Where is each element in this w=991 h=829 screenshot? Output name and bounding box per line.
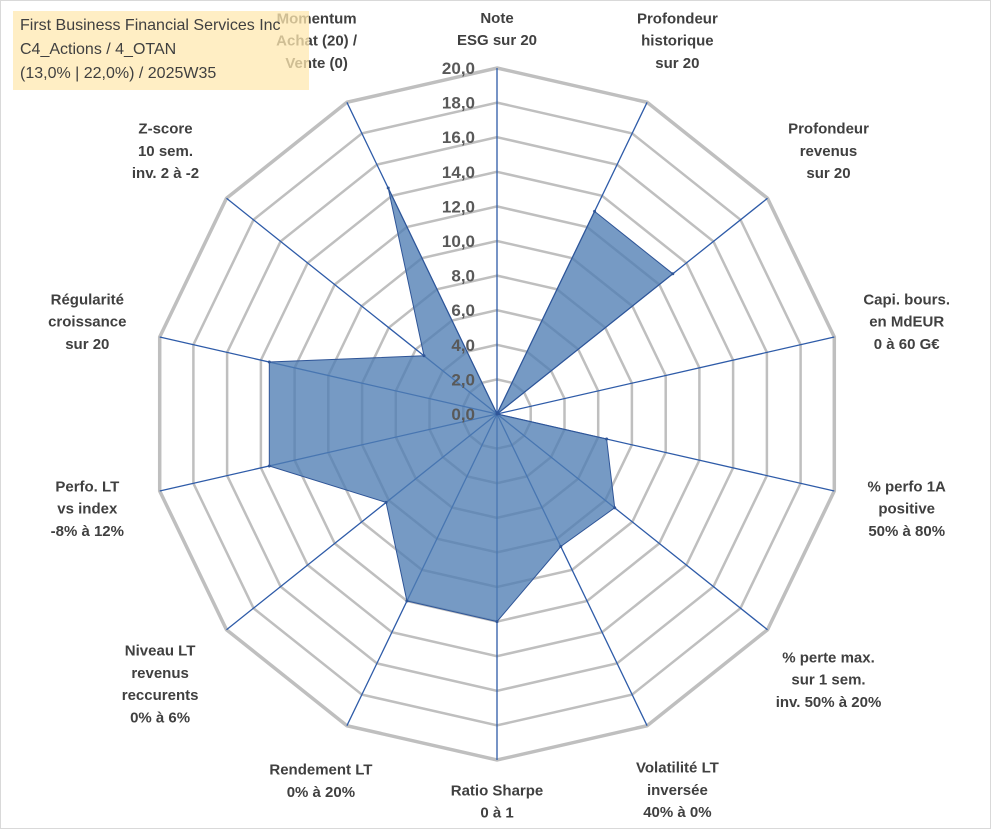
axis-label-line: % perte max. (782, 649, 875, 666)
axis-label: % perte max. sur 1 sem. inv. 50% à 20% (776, 649, 882, 711)
axis-label: Perfo. LT vs index -8% à 12% (51, 478, 124, 540)
axis-spoke (496, 336, 835, 415)
axis-label-line: -8% à 12% (51, 523, 124, 540)
performance-period: (13,0% | 22,0%) / 2025W35 (20, 65, 217, 82)
tick-label: 10,0 (442, 232, 475, 251)
axis-label-line: 40% à 0% (643, 804, 711, 821)
axis-label-line: Volatilité LT (636, 760, 719, 777)
axis-label: Profondeur revenus sur 20 (788, 121, 869, 183)
info-box: First Business Financial Services Inc C4… (13, 11, 309, 90)
axis-label-line: Perfo. LT (55, 478, 119, 495)
axis-label-line: historique (641, 33, 714, 50)
tick-label: 12,0 (442, 197, 475, 216)
data-point (613, 506, 617, 510)
axis-label-line: % perfo 1A (868, 478, 947, 495)
data-point (495, 620, 499, 624)
axis-label-line: Capi. bours. (863, 291, 950, 308)
axis-label: Note ESG sur 20 (457, 10, 537, 49)
axis-label-line: revenus (800, 143, 858, 160)
data-point (384, 500, 388, 504)
axis-label-line: sur 20 (655, 55, 699, 72)
axis-label-line: 0% à 6% (130, 709, 190, 726)
company-name: First Business Financial Services Inc (20, 17, 281, 34)
axis-label-line: Profondeur (637, 10, 718, 27)
axis-label-line: inversée (647, 782, 708, 799)
category-path: C4_Actions / 4_OTAN (20, 41, 177, 58)
data-point (405, 599, 409, 603)
axis-label-line: revenus (131, 665, 189, 682)
axis-label-line: ESG sur 20 (457, 32, 537, 49)
data-point (605, 437, 609, 441)
tick-label: 20,0 (442, 59, 475, 78)
axis-label-line: reccurents (122, 687, 199, 704)
axis-label-line: Régularité (51, 291, 124, 308)
data-point (386, 186, 390, 190)
tick-label: 14,0 (442, 163, 475, 182)
tick-label: 0,0 (451, 405, 475, 424)
axis-label-line: 0% à 20% (287, 784, 355, 801)
axis-label-line: sur 20 (65, 336, 109, 353)
axis-label-line: vs index (57, 501, 118, 518)
data-point (422, 354, 426, 358)
axis-label-line: Z-score (138, 121, 192, 138)
axis-label-line: Rendement LT (269, 762, 372, 779)
data-point (267, 464, 271, 468)
axis-label: Z-score 10 sem. inv. 2 à -2 (132, 121, 199, 183)
axis-label-line: 0 à 1 (480, 805, 513, 822)
axis-label: Ratio Sharpe 0 à 1 (451, 782, 544, 821)
radial-tick-labels: 0,0 2,0 4,0 6,0 8,0 10,0 12,0 14,0 16,0 18,0 20,0 (442, 59, 475, 424)
axis-label: Profondeur historique sur 20 (637, 10, 718, 72)
tick-label: 16,0 (442, 128, 475, 147)
axis-label-line: Ratio Sharpe (451, 782, 544, 799)
axis-label-line: 0 à 60 G€ (874, 336, 941, 353)
axis-label-line: 50% à 80% (868, 523, 945, 540)
axis-label-line: croissance (48, 314, 126, 331)
tick-label: 2,0 (451, 370, 475, 389)
axis-label-line: Profondeur (788, 121, 869, 138)
axis-label: Volatilité LT inversée 40% à 0% (636, 760, 719, 822)
tick-label: 8,0 (451, 267, 475, 286)
axis-label-line: inv. 50% à 20% (776, 694, 882, 711)
axis-label-line: inv. 2 à -2 (132, 165, 199, 182)
data-point (495, 412, 499, 416)
axis-label-line: sur 20 (806, 165, 850, 182)
axis-label-line: Niveau LT (125, 643, 196, 660)
axis-label-line: sur 1 sem. (791, 672, 865, 689)
axis-label-line: en MdEUR (869, 314, 944, 331)
axis-label: Rendement LT 0% à 20% (269, 762, 372, 801)
tick-label: 6,0 (451, 301, 475, 320)
data-point (267, 360, 271, 364)
data-point (593, 209, 597, 213)
axis-label: Capi. bours. en MdEUR 0 à 60 G€ (863, 291, 950, 353)
tick-label: 18,0 (442, 94, 475, 113)
axis-label-line: positive (878, 501, 935, 518)
data-point (671, 272, 675, 276)
axis-label: % perfo 1A positive 50% à 80% (868, 478, 947, 540)
data-point (559, 545, 563, 548)
axis-label: Régularité croissance sur 20 (48, 291, 126, 353)
tick-label: 4,0 (451, 336, 475, 355)
radar-series (267, 186, 675, 624)
axis-label-line: 10 sem. (138, 143, 193, 160)
axis-label: Niveau LT revenus reccurents 0% à 6% (122, 643, 199, 727)
axis-label-line: Note (480, 10, 513, 27)
